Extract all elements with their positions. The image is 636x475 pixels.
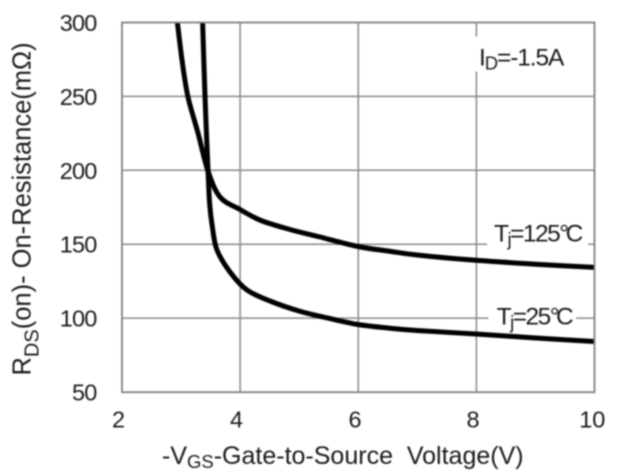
svg-text:6: 6 <box>348 406 361 432</box>
svg-text:RDS(on)- On-Resistance(mΩ): RDS(on)- On-Resistance(mΩ) <box>9 42 44 375</box>
svg-text:300: 300 <box>60 10 98 36</box>
svg-text:50: 50 <box>72 380 97 406</box>
svg-text:150: 150 <box>60 232 98 258</box>
svg-text:10: 10 <box>579 406 605 432</box>
svg-text:2: 2 <box>112 406 125 432</box>
svg-text:200: 200 <box>60 158 98 184</box>
svg-text:100: 100 <box>60 306 98 332</box>
svg-text:Tj=125°C: Tj=125°C <box>494 220 583 249</box>
svg-text:8: 8 <box>467 406 480 432</box>
svg-text:-VGS-Gate-to-Source Voltage(V: -VGS-Gate-to-Source Voltage(V) <box>162 442 524 472</box>
svg-text:250: 250 <box>60 84 98 110</box>
svg-text:4: 4 <box>230 406 243 432</box>
svg-text:Tj=25°C: Tj=25°C <box>497 304 573 333</box>
